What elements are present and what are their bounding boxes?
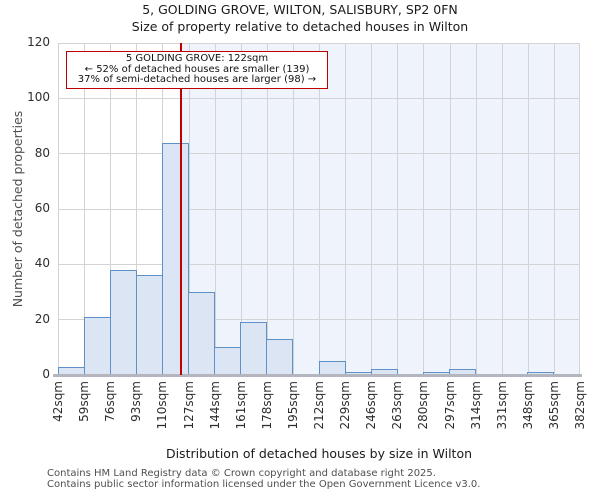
y-tick-label: 20 [34,311,50,326]
x-tick-label: 127sqm [181,381,196,430]
x-tick-label: 144sqm [207,381,222,430]
x-tick-label: 229sqm [338,381,353,430]
v-gridline [397,43,399,375]
histogram-bar [449,369,477,375]
x-tick-label: 365sqm [546,381,561,430]
histogram-bar [188,292,216,375]
v-gridline [292,43,294,375]
x-tick-label: 161sqm [233,381,248,430]
v-gridline [449,43,451,375]
x-tick-label: 76sqm [103,381,118,422]
x-tick-label: 93sqm [129,381,144,422]
histogram-bar [240,322,268,375]
annotation-box: 5 GOLDING GROVE: 122sqm ← 52% of detache… [66,51,328,89]
x-tick-label: 178sqm [259,381,274,430]
x-axis-label: Distribution of detached houses by size … [165,446,473,461]
x-tick-label: 348sqm [520,381,535,430]
x-tick-label: 110sqm [155,381,170,430]
annotation-line-3: 37% of semi-detached houses are larger (… [77,74,317,86]
v-gridline [371,43,373,375]
chart-subtitle: Size of property relative to detached ho… [131,19,469,34]
v-gridline [553,43,555,375]
v-gridline [266,43,268,375]
y-tick-label: 120 [27,35,50,49]
y-tick-label: 60 [34,201,50,215]
x-tick-label: 263sqm [390,381,405,430]
x-tick-label: 314sqm [468,381,483,430]
histogram-bar [318,361,346,375]
y-tick-label: 100 [27,90,50,105]
annotation-line-2: ← 52% of detached houses are smaller (13… [84,63,310,75]
x-tick-label: 382sqm [573,381,587,430]
histogram-bar [214,347,242,375]
histogram-bar [266,339,294,375]
v-gridline [423,43,425,375]
y-tick-label: 0 [42,367,50,381]
x-tick-label: 246sqm [364,381,379,430]
histogram-bar [83,316,111,375]
x-axis-spine [53,374,582,377]
histogram-bar [527,372,555,375]
v-gridline [188,43,190,375]
footer-line-2: Contains public sector information licen… [47,478,481,490]
property-size-marker-line [180,43,182,375]
x-tick-label: 59sqm [77,381,92,422]
histogram-bar [109,269,137,375]
v-gridline [345,43,347,375]
chart-title: 5, GOLDING GROVE, WILTON, SALISBURY, SP2… [142,2,458,17]
v-gridline [319,43,320,375]
annotation-line-1: 5 GOLDING GROVE: 122sqm [125,53,269,64]
x-tick-label: 331sqm [494,381,509,430]
v-gridline [58,43,59,375]
histogram-bar [370,369,398,375]
v-gridline [501,43,503,375]
footer: Contains HM Land Registry data © Crown c… [47,468,481,491]
x-tick-label: 280sqm [416,381,431,430]
x-tick-label: 297sqm [442,381,457,430]
x-tick-label: 195sqm [285,381,300,430]
v-gridline [527,43,529,375]
y-tick-label: 80 [34,145,50,160]
histogram-bar [135,275,163,375]
v-gridline [240,43,242,375]
v-gridline [136,43,138,375]
x-tick-label: 42sqm [51,381,65,422]
footer-line-1: Contains HM Land Registry data © Crown c… [47,468,436,479]
v-gridline [84,43,86,375]
v-gridline [579,43,580,375]
y-tick-label: 40 [34,256,50,271]
v-gridline [110,43,112,375]
plot-area: 5 GOLDING GROVE: 122sqm ← 52% of detache… [57,42,580,376]
x-tick-label: 212sqm [312,381,326,430]
histogram-bar [161,142,189,375]
v-gridline [214,43,216,375]
v-gridline [475,43,477,375]
